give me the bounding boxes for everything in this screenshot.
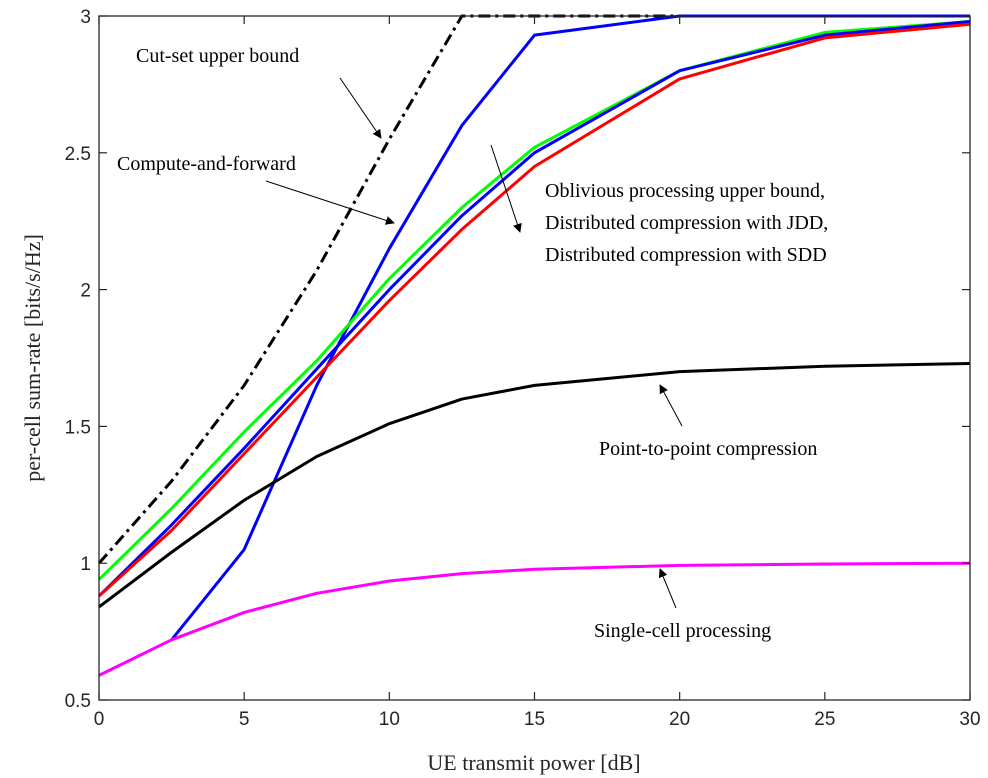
tick-layer: 0 5 10 15 20 25 30 0.5 1 1.5 2 2.5 3 xyxy=(65,7,981,730)
x-tick-label-4: 20 xyxy=(669,709,690,730)
annotation-distributed-sdd: Distributed compression with SDD xyxy=(545,244,827,266)
y-tick-label-4: 2.5 xyxy=(65,144,91,165)
annotation-layer: Cut-set upper bound Compute-and-forward … xyxy=(117,45,828,642)
arrow-compute-and-forward xyxy=(265,180,395,225)
arrow-distributed xyxy=(490,144,522,233)
x-tick-label-3: 15 xyxy=(524,709,545,730)
series-line-6 xyxy=(98,561,971,677)
arrow-point-to-point xyxy=(659,384,683,427)
y-tick-label-1: 1 xyxy=(80,554,91,575)
series-line-3 xyxy=(97,19,971,598)
x-tick-label-1: 5 xyxy=(239,709,250,730)
x-tick-label-0: 0 xyxy=(94,709,105,730)
y-tick-label-5: 3 xyxy=(80,7,91,28)
annotation-point-to-point: Point-to-point compression xyxy=(599,438,817,460)
annotation-distributed-jdd: Distributed compression with JDD, xyxy=(545,212,828,234)
y-tick-label-3: 2 xyxy=(80,281,91,302)
arrow-single-cell xyxy=(658,568,677,609)
x-axis-label: UE transmit power [dB] xyxy=(427,750,640,775)
series-line-0 xyxy=(97,14,970,565)
y-tick-label-0: 0.5 xyxy=(65,691,91,712)
plot-background xyxy=(99,16,970,700)
x-tick-label-2: 10 xyxy=(379,709,400,730)
x-tick-label-5: 25 xyxy=(814,709,835,730)
series-line-4 xyxy=(97,22,971,598)
y-axis-label: per-cell sum-rate [bits/s/Hz] xyxy=(20,234,45,482)
annotation-single-cell: Single-cell processing xyxy=(594,620,771,642)
x-tick-label-6: 30 xyxy=(959,709,980,730)
arrow-cutset xyxy=(339,77,382,139)
annotation-oblivious-upper-bound: Oblivious processing upper bound, xyxy=(545,180,825,202)
annotation-compute-and-forward: Compute-and-forward xyxy=(117,153,296,175)
annotation-cutset-upper-bound: Cut-set upper bound xyxy=(136,45,299,67)
y-tick-label-2: 1.5 xyxy=(65,417,91,438)
series-line-5 xyxy=(98,361,971,609)
